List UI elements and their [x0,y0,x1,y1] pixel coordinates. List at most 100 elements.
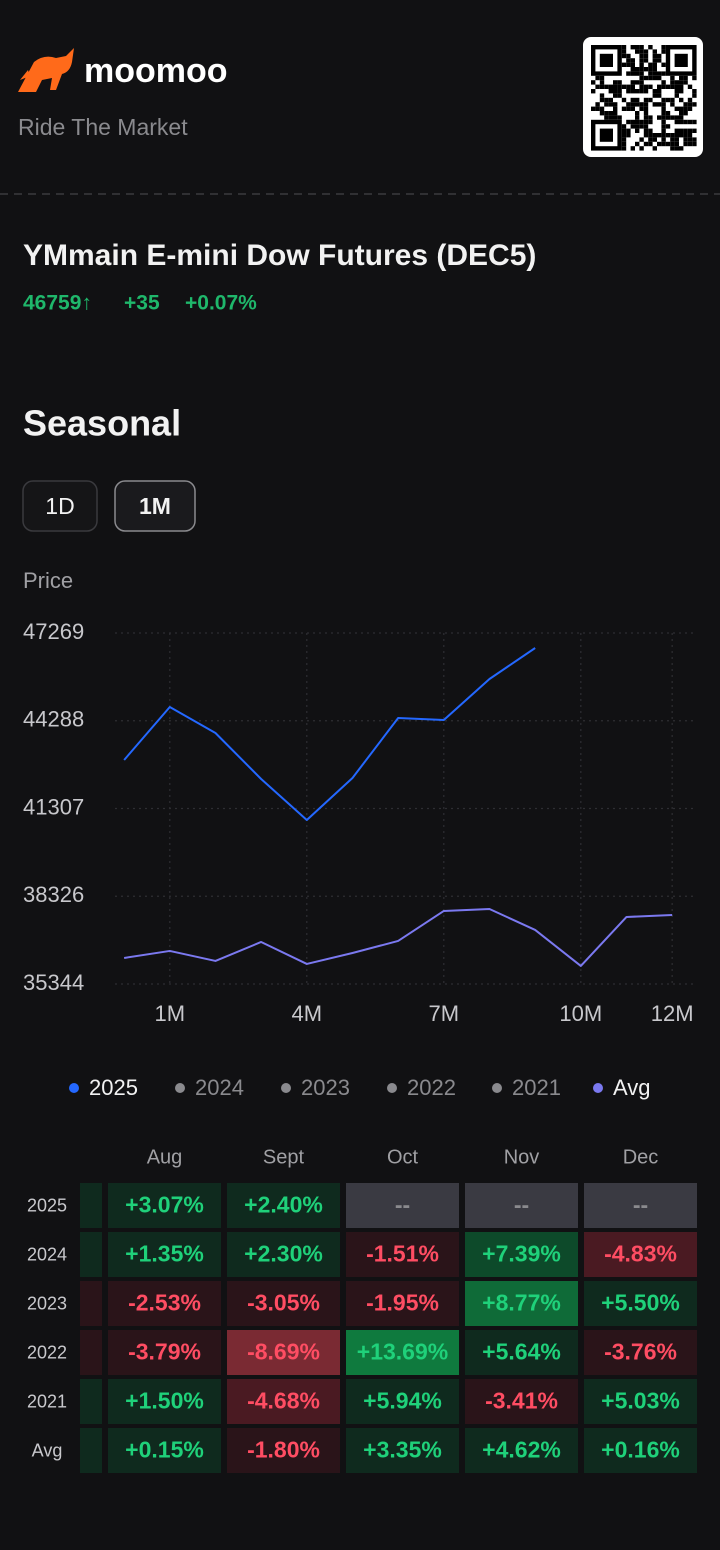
qr-cell [639,71,644,76]
qr-cell [591,89,596,94]
qr-cell [657,71,662,76]
qr-cell [674,133,679,138]
cell-value: +5.50% [601,1290,680,1316]
qr-cell [652,93,657,98]
cell-bg [465,1379,578,1424]
qr-cell [617,80,622,85]
qr-cell [639,49,644,54]
qr-cell [683,141,688,147]
qr-cell [648,67,653,72]
qr-cell [661,84,666,89]
qr-cell [665,97,671,103]
qr-cell [621,146,627,151]
qr-cell [648,97,653,103]
tab[interactable] [22,480,98,532]
qr-cell [657,53,662,59]
cell-bg [584,1232,697,1277]
cell-value: -1.51% [366,1241,439,1267]
cell-value: -3.41% [485,1388,558,1414]
cell-value: -- [514,1192,529,1218]
clipped-cell [80,1281,102,1326]
qr-finder-core [599,53,613,67]
column-header: Dec [623,1146,659,1168]
qr-cell [639,58,644,63]
legend-dot[interactable] [492,1083,502,1093]
qr-cell [630,106,635,111]
qr-cell [626,119,631,125]
qr-cell [621,97,627,103]
qr-cell [679,111,684,116]
qr-cell [652,133,657,138]
tab-label[interactable]: 1D [45,493,74,519]
legend-label[interactable]: 2024 [195,1075,244,1100]
clipped-cell [80,1183,102,1228]
tab[interactable] [114,480,196,532]
cell-value: -4.68% [247,1388,320,1414]
cell-bg [584,1428,697,1473]
legend-dot[interactable] [281,1083,291,1093]
qr-cell [657,115,662,120]
qr-cell [643,58,649,63]
cell-value: -1.95% [366,1290,439,1316]
qr-cell [670,75,675,81]
cell-value: +5.64% [482,1339,561,1365]
qr-cell [626,106,631,111]
qr-cell [630,67,635,72]
qr-cell [683,128,688,133]
qr-cell [639,102,644,107]
qr-cell [621,137,627,142]
qr-cell [630,89,635,94]
legend-label[interactable]: Avg [613,1075,651,1100]
cell-value: -4.83% [604,1241,677,1267]
qr-cell [639,146,644,151]
qr-cell [687,97,693,103]
legend-dot[interactable] [69,1083,79,1093]
qr-cell [604,102,609,107]
cell-value: +0.16% [601,1437,680,1463]
legend-label[interactable]: 2022 [407,1075,456,1100]
qr-cell [630,97,635,103]
qr-cell [599,84,605,89]
legend-label[interactable]: 2025 [89,1075,138,1100]
cell-value: +3.35% [363,1437,442,1463]
qr-cell [608,111,613,116]
qr-cell [665,124,671,129]
qr-cell [595,75,600,81]
legend-dot[interactable] [175,1083,185,1093]
qr-cell [626,84,631,89]
qr-cell [635,71,640,76]
qr-cell [599,75,605,81]
cell-bg [465,1330,578,1375]
qr-cell [665,111,671,116]
legend-dot[interactable] [593,1083,603,1093]
column-header: Oct [387,1146,419,1168]
qr-cell [652,137,657,142]
qr-cell [599,80,605,85]
legend-label[interactable]: 2021 [512,1075,561,1100]
qr-cell [613,106,618,111]
qr-cell [661,133,666,138]
qr-cell [639,106,644,111]
qr-cell [617,89,622,94]
column-header: Aug [147,1146,183,1168]
row-label: 2024 [27,1244,67,1264]
cell-value: +8.77% [482,1290,561,1316]
qr-cell [626,62,631,67]
qr-cell [652,71,657,76]
cell-bg [227,1232,340,1277]
qr-cell [626,89,631,94]
qr-cell [639,80,644,85]
qr-cell [657,89,662,94]
y-tick-label: 44288 [23,707,84,732]
cell-bg [584,1183,697,1228]
tab-label[interactable]: 1M [139,493,171,519]
qr-cell [683,106,688,111]
qr-cell [635,80,640,85]
clipped-cell [80,1232,102,1277]
legend-dot[interactable] [387,1083,397,1093]
legend-label[interactable]: 2023 [301,1075,350,1100]
qr-cell [608,102,613,107]
qr-cell [670,141,675,147]
qr-cell [661,119,666,125]
cell-bg [346,1379,459,1424]
